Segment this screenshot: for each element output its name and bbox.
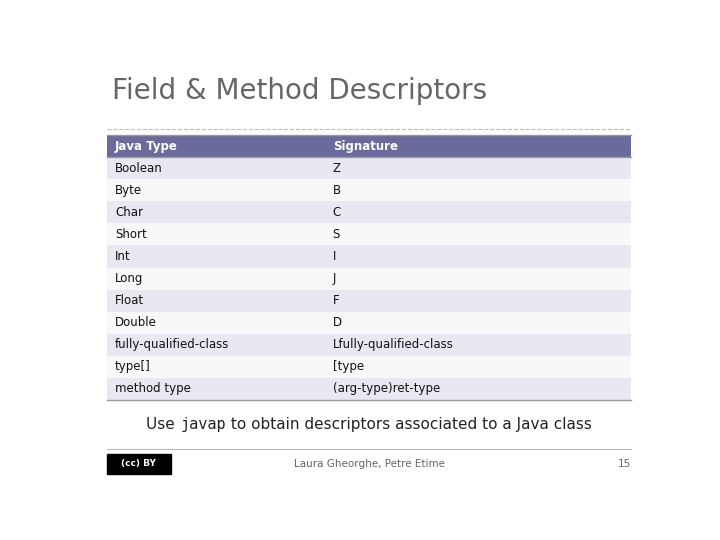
Text: Laura Gheorghe, Petre Etime: Laura Gheorghe, Petre Etime — [294, 459, 444, 469]
Text: Double: Double — [115, 316, 157, 329]
Bar — [107, 158, 631, 179]
Bar — [107, 201, 631, 224]
Bar — [107, 136, 631, 158]
Text: I: I — [333, 250, 336, 263]
Text: to obtain descriptors associated to a Java class: to obtain descriptors associated to a Ja… — [225, 417, 592, 432]
Text: Int: Int — [115, 250, 131, 263]
Text: Boolean: Boolean — [115, 162, 163, 175]
Text: javap: javap — [180, 417, 225, 432]
Text: Float: Float — [115, 294, 144, 307]
Bar — [107, 289, 631, 312]
Bar — [107, 224, 631, 246]
Text: F: F — [333, 294, 339, 307]
Bar — [107, 454, 171, 474]
Text: Z: Z — [333, 162, 341, 175]
Text: [type: [type — [333, 360, 364, 373]
Text: J: J — [333, 272, 336, 285]
Text: (cc) BY: (cc) BY — [122, 460, 156, 469]
Text: Field & Method Descriptors: Field & Method Descriptors — [112, 77, 487, 105]
Text: fully-qualified-class: fully-qualified-class — [115, 338, 230, 351]
Text: Short: Short — [115, 228, 147, 241]
Text: Lfully-qualified-class: Lfully-qualified-class — [333, 338, 454, 351]
Text: method type: method type — [115, 382, 191, 395]
Text: Char: Char — [115, 206, 143, 219]
Text: Byte: Byte — [115, 184, 143, 197]
Text: D: D — [333, 316, 342, 329]
Bar — [107, 334, 631, 355]
Text: S: S — [333, 228, 340, 241]
Bar — [107, 377, 631, 400]
Text: type[]: type[] — [115, 360, 151, 373]
Bar — [107, 312, 631, 334]
Text: (arg-type)ret-type: (arg-type)ret-type — [333, 382, 440, 395]
Bar — [107, 179, 631, 201]
Text: C: C — [333, 206, 341, 219]
Text: Signature: Signature — [333, 140, 397, 153]
Text: Long: Long — [115, 272, 143, 285]
Text: Java Type: Java Type — [115, 140, 178, 153]
Bar — [107, 355, 631, 377]
Text: Use: Use — [146, 417, 180, 432]
Bar — [107, 267, 631, 289]
Bar — [107, 246, 631, 267]
Text: B: B — [333, 184, 341, 197]
Text: 15: 15 — [618, 459, 631, 469]
